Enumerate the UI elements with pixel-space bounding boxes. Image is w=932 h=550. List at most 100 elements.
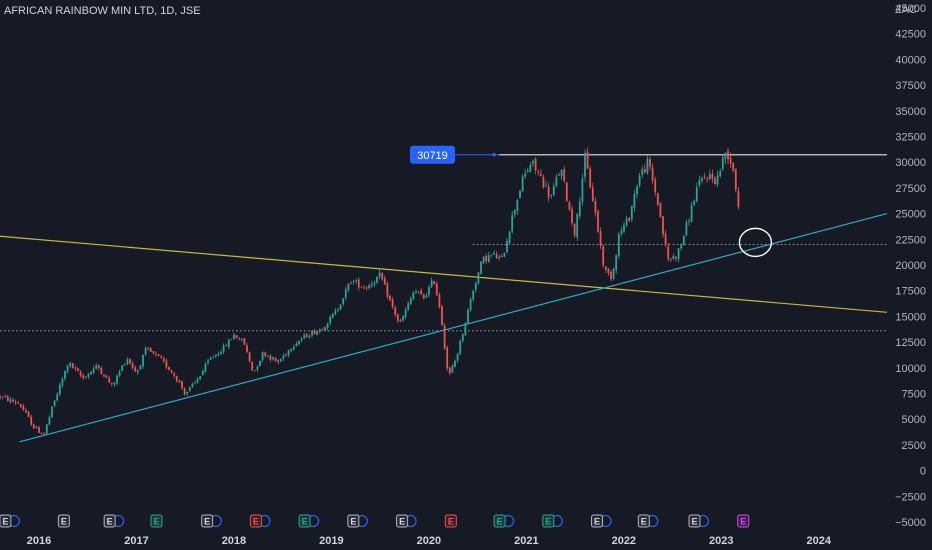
earnings-badge[interactable] [637, 514, 650, 528]
earnings-badge[interactable] [347, 514, 360, 528]
earnings-badge[interactable] [737, 514, 750, 528]
candle [136, 369, 139, 375]
candle-body [386, 283, 389, 297]
candle-body [612, 268, 615, 279]
candle [532, 159, 534, 167]
candle [422, 293, 425, 300]
earnings-badge[interactable] [591, 514, 604, 528]
candle [651, 163, 654, 184]
price-tick-label: 0 [920, 466, 926, 478]
candle-body [443, 325, 446, 349]
candle-body [620, 230, 623, 234]
candle-body [282, 355, 285, 359]
earnings-badge[interactable] [493, 514, 506, 528]
earnings-event[interactable]: E [396, 514, 417, 528]
earnings-event[interactable]: E [542, 514, 563, 528]
earnings-badge[interactable] [688, 514, 701, 528]
candle-body [433, 281, 436, 285]
earnings-event[interactable]: E [637, 514, 659, 528]
price-tick-label: 27500 [895, 183, 926, 195]
candle-body [503, 252, 506, 257]
candle [625, 215, 628, 228]
candle [685, 219, 688, 237]
candle [17, 401, 20, 405]
candle [14, 399, 17, 406]
earnings-event[interactable]: E [150, 514, 163, 528]
earnings-badge[interactable] [444, 514, 457, 528]
candle-body [147, 347, 150, 349]
candle-body [417, 291, 420, 293]
candle [649, 156, 651, 170]
candle [594, 197, 597, 217]
candle [1, 396, 4, 400]
earnings-event[interactable]: E [0, 514, 20, 528]
candle-body [568, 202, 571, 210]
earnings-badge[interactable] [396, 514, 409, 528]
candle [612, 267, 615, 281]
candle [152, 350, 155, 355]
earnings-event[interactable]: E [688, 514, 710, 528]
candle [495, 251, 498, 259]
earnings-badge[interactable] [150, 514, 163, 528]
candle [204, 361, 207, 373]
earnings-badge[interactable] [0, 514, 12, 528]
candle [360, 286, 363, 288]
candle-body [721, 157, 724, 169]
candle [597, 209, 599, 234]
falling-trendline[interactable] [0, 235, 888, 313]
earnings-event[interactable]: E [347, 514, 368, 528]
candle-body [448, 367, 451, 374]
earnings-badge[interactable] [201, 514, 214, 528]
earnings-badge[interactable] [57, 514, 70, 528]
candle-body [383, 278, 386, 285]
candle [404, 307, 407, 320]
candle-body [292, 346, 295, 350]
earnings-badge[interactable] [298, 514, 311, 528]
earnings-event[interactable]: E [57, 514, 70, 528]
earnings-event[interactable]: E [591, 514, 612, 528]
candle-body [82, 375, 85, 378]
candle [409, 296, 412, 305]
earnings-event[interactable]: E [444, 514, 457, 528]
time-axis[interactable]: 2016 2017 2018 2019 2020 2021 2022 2023 2024 [27, 535, 832, 547]
candle-body [532, 160, 534, 164]
candle-body [706, 178, 709, 180]
candle [714, 176, 716, 186]
candle [9, 396, 12, 404]
candle [373, 280, 376, 288]
earnings-event[interactable]: E [493, 514, 515, 528]
candle-body [253, 370, 256, 372]
candle-body [32, 424, 35, 429]
earnings-badge[interactable] [103, 514, 116, 528]
candle [620, 227, 623, 237]
price-axis[interactable]: 45000 42500 40000 37500 35000 32500 30000 27500… [895, 3, 926, 529]
candle [719, 168, 722, 179]
price-tag[interactable]: 30719 [410, 145, 500, 164]
earnings-event[interactable]: E [737, 514, 750, 528]
target-circle[interactable] [738, 227, 773, 258]
price-tick-label: 7500 [902, 389, 926, 401]
candle [108, 375, 111, 384]
candle [168, 366, 170, 371]
earnings-event[interactable]: E [103, 514, 125, 528]
earnings-event[interactable]: E [201, 514, 222, 528]
candle [716, 170, 719, 188]
candle [552, 182, 555, 196]
candle [347, 283, 350, 293]
candle [181, 380, 183, 390]
candle-body [74, 367, 77, 369]
price-tag-label: 30719 [417, 150, 448, 162]
candle [77, 367, 79, 372]
candle-body [261, 352, 264, 360]
earnings-badge[interactable] [249, 514, 262, 528]
earnings-event[interactable]: E [249, 514, 271, 528]
price-tag-box[interactable] [410, 145, 455, 164]
candle [365, 286, 368, 291]
earnings-label: E [253, 517, 259, 527]
earnings-badge[interactable] [542, 514, 555, 528]
candle-body [279, 359, 282, 362]
earnings-event[interactable]: E [298, 514, 320, 528]
support-trendline[interactable] [19, 213, 888, 443]
